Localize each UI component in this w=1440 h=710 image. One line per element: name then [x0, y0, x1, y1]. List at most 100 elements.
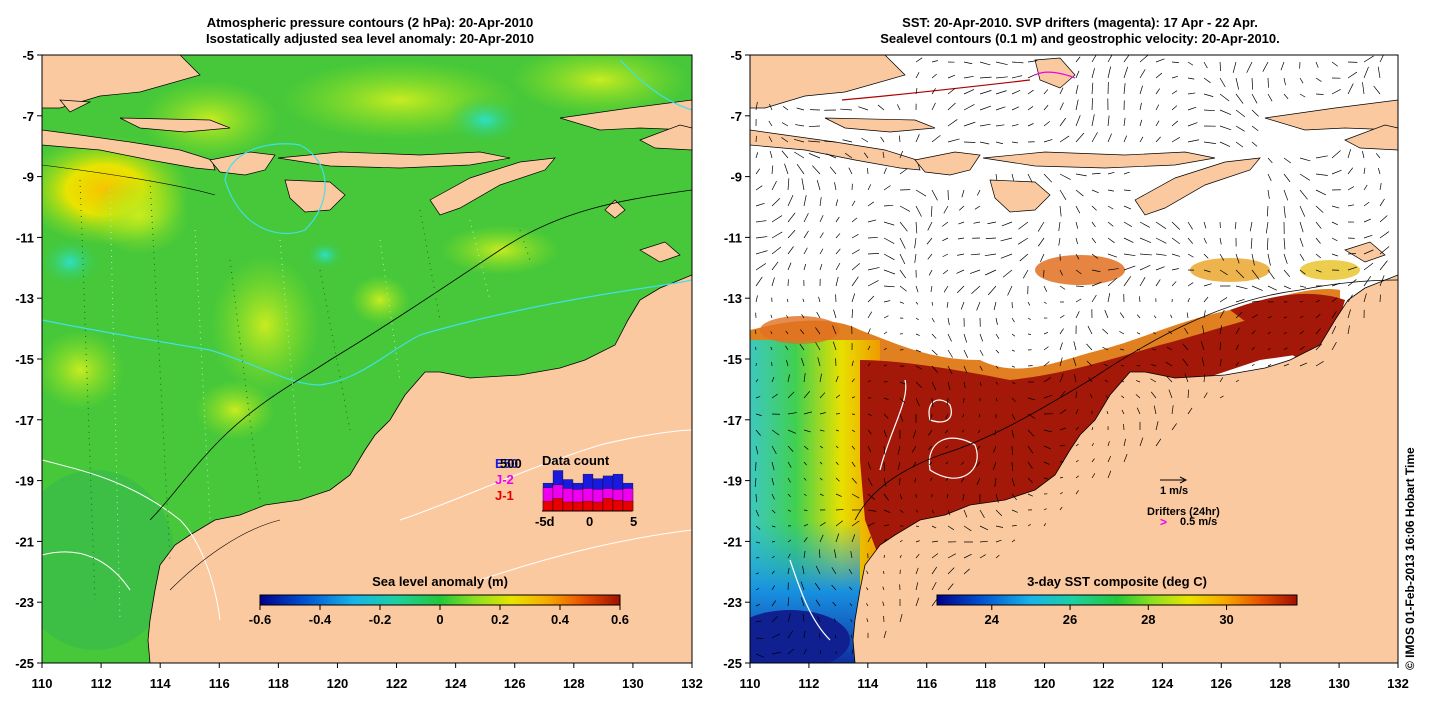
velocity-arrow — [963, 568, 970, 575]
velocity-arrow — [915, 365, 923, 370]
velocity-arrow — [1106, 410, 1109, 415]
velocity-arrow — [1091, 253, 1098, 259]
velocity-arrow — [781, 150, 789, 159]
velocity-arrow — [883, 269, 896, 275]
velocity-arrow — [1379, 246, 1390, 255]
velocity-arrow — [1011, 525, 1017, 527]
velocity-arrow — [1043, 394, 1053, 399]
velocity-arrow — [851, 493, 860, 499]
velocity-arrow — [818, 549, 821, 559]
velocity-arrow — [911, 445, 917, 453]
velocity-arrow — [815, 599, 821, 607]
x-tick-label: 128 — [563, 676, 585, 691]
velocity-arrow — [883, 237, 895, 244]
velocity-arrow — [995, 317, 998, 325]
velocity-arrow — [1059, 189, 1067, 201]
velocity-arrow — [963, 333, 968, 343]
right-map-title: SST: 20-Apr-2010. SVP drifters (magenta)… — [800, 15, 1360, 47]
velocity-arrow — [755, 276, 763, 287]
velocity-arrow — [1027, 74, 1036, 79]
velocity-arrow — [1363, 66, 1369, 79]
velocity-arrow — [1136, 314, 1141, 319]
velocity-arrow — [979, 381, 982, 386]
velocity-arrow — [1203, 237, 1207, 244]
velocity-arrow — [1107, 277, 1117, 287]
velocity-arrow — [1171, 137, 1180, 143]
velocity-arrow — [835, 233, 841, 239]
velocity-arrow — [1007, 285, 1013, 296]
velocity-arrow — [1155, 58, 1165, 63]
drifter-speed-label: 0.5 m/s — [1180, 516, 1217, 528]
inset-label-500: 500 — [500, 456, 522, 471]
velocity-arrow — [819, 392, 826, 399]
velocity-arrow — [1315, 205, 1324, 213]
velocity-arrow — [1299, 157, 1311, 162]
velocity-arrow — [787, 229, 796, 239]
velocity-arrow — [1091, 427, 1094, 431]
velocity-arrow — [1251, 77, 1254, 90]
velocity-arrow — [1075, 426, 1079, 431]
velocity-arrow — [812, 165, 821, 175]
velocity-arrow — [1107, 115, 1110, 127]
velocity-arrow — [1123, 253, 1136, 257]
velocity-arrow — [1251, 125, 1259, 132]
velocity-arrow — [947, 74, 956, 79]
sla-colorbar-label: Sea level anomaly (m) — [372, 574, 508, 589]
velocity-arrow — [929, 413, 933, 422]
velocity-arrow — [1203, 221, 1207, 229]
velocity-arrow — [771, 231, 783, 239]
velocity-arrow — [883, 524, 890, 527]
velocity-arrow — [1123, 83, 1126, 95]
velocity-arrow — [771, 461, 775, 471]
velocity-arrow — [1011, 333, 1016, 337]
velocity-arrow — [1027, 397, 1036, 401]
velocity-arrow — [803, 537, 808, 543]
velocity-arrow — [1331, 282, 1340, 287]
velocity-arrow — [1315, 237, 1321, 244]
velocity-arrow — [1075, 56, 1081, 63]
velocity-arrow — [1379, 275, 1385, 287]
velocity-arrow — [1203, 374, 1206, 383]
velocity-arrow — [899, 539, 903, 543]
velocity-arrow — [947, 333, 952, 342]
velocity-arrow — [867, 509, 877, 512]
velocity-arrow — [1075, 205, 1081, 214]
velocity-arrow — [835, 262, 841, 271]
velocity-arrow — [883, 397, 889, 401]
velocity-arrow — [1267, 93, 1273, 102]
velocity-arrow — [867, 345, 871, 351]
velocity-arrow — [899, 221, 908, 232]
velocity-arrow — [1119, 331, 1125, 335]
velocity-arrow — [771, 525, 776, 528]
velocity-arrow — [808, 153, 821, 159]
velocity-arrow — [1123, 189, 1131, 191]
velocity-arrow — [819, 477, 823, 481]
velocity-arrow — [1043, 461, 1050, 465]
velocity-arrow — [958, 221, 965, 225]
velocity-arrow — [1123, 55, 1130, 63]
velocity-arrow — [1219, 297, 1228, 303]
velocity-arrow — [1059, 409, 1067, 415]
velocity-arrow — [1011, 317, 1015, 323]
left-title-line2: Isostatically adjusted sea level anomaly… — [205, 31, 535, 46]
velocity-arrow — [971, 285, 981, 295]
velocity-arrow — [819, 215, 824, 223]
velocity-arrow — [1139, 437, 1144, 447]
velocity-arrow — [1091, 132, 1098, 143]
x-tick-label: 130 — [1328, 676, 1350, 691]
velocity-arrow — [1011, 106, 1020, 111]
x-tick-label: 128 — [1269, 676, 1291, 691]
velocity-arrow — [829, 166, 837, 175]
velocity-arrow — [1107, 470, 1112, 479]
velocity-arrow — [960, 461, 965, 465]
velocity-arrow — [835, 520, 843, 527]
velocity-arrow — [1219, 125, 1232, 131]
velocity-arrow — [1219, 109, 1232, 116]
velocity-arrow — [819, 633, 821, 639]
velocity-arrow — [867, 184, 872, 191]
velocity-arrow — [979, 525, 989, 531]
velocity-arrow — [1283, 173, 1291, 183]
velocity-arrow — [1267, 347, 1271, 351]
velocity-arrow — [1107, 205, 1114, 210]
velocity-arrow — [755, 445, 759, 455]
